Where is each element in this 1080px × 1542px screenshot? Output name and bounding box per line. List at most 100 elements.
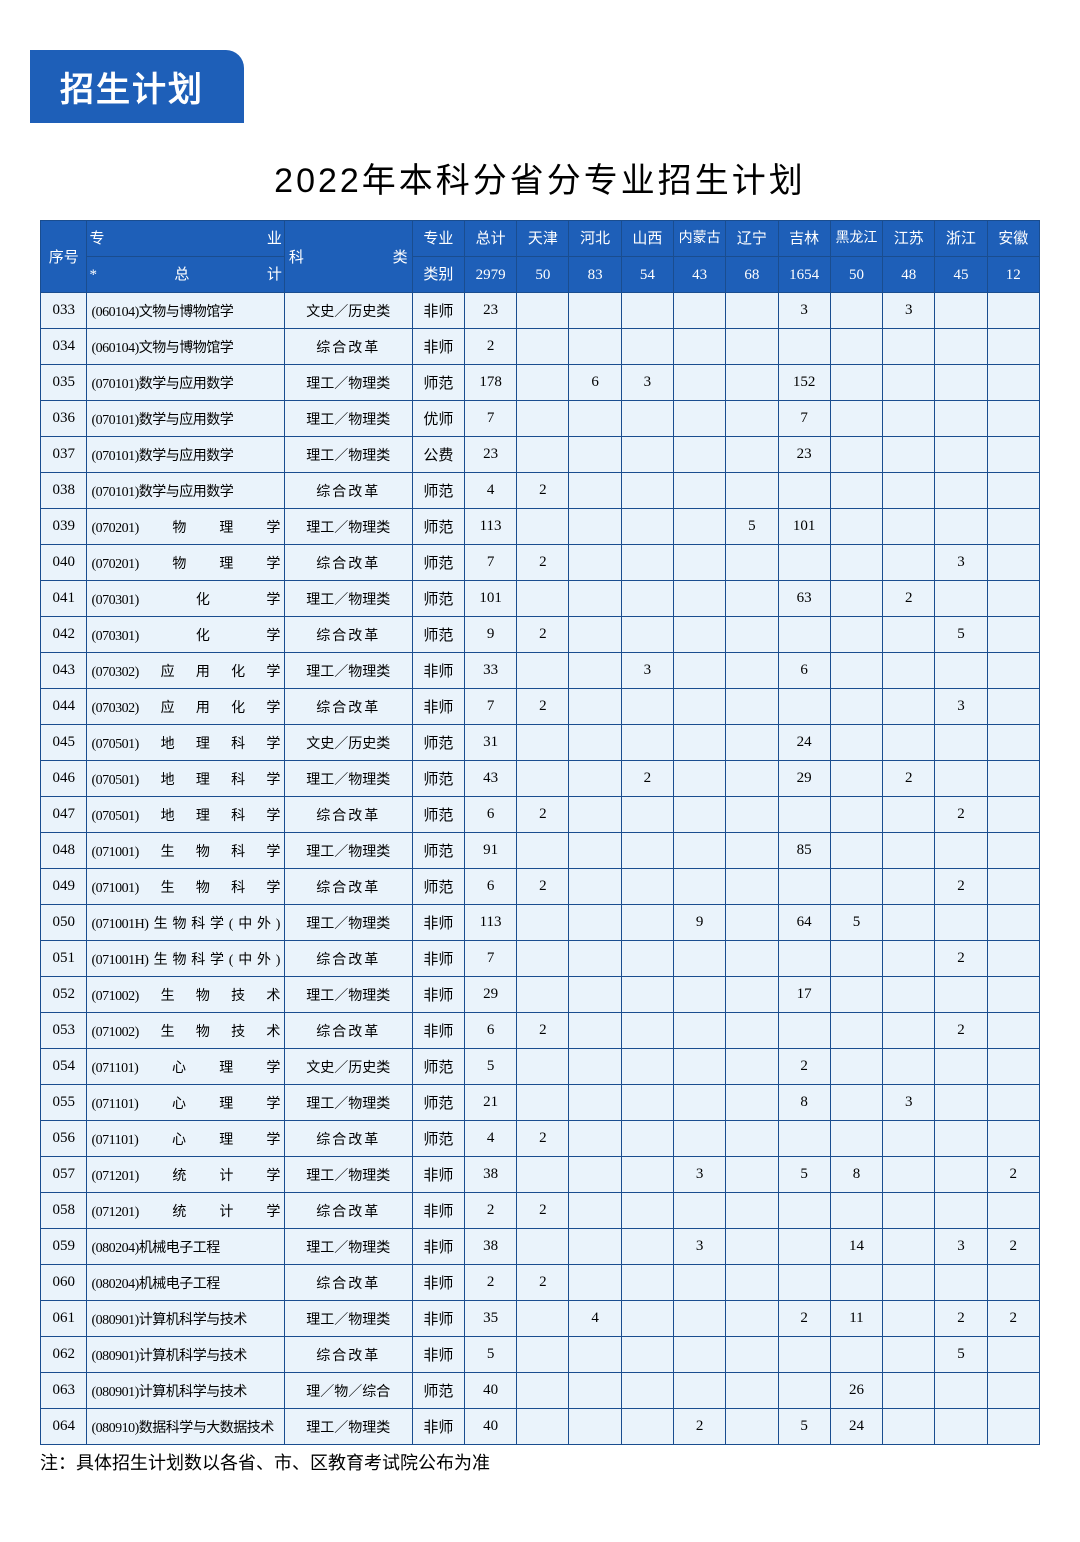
cell-zhejiang: 3 xyxy=(935,1229,987,1265)
cell-hlj xyxy=(830,977,882,1013)
cell-total: 6 xyxy=(464,1013,516,1049)
cell-type: 师范 xyxy=(412,1049,464,1085)
cell-type: 师范 xyxy=(412,365,464,401)
cell-hebei xyxy=(569,293,621,329)
cell-tianjin xyxy=(517,1049,569,1085)
cell-zhejiang xyxy=(935,1085,987,1121)
cell-neimeng xyxy=(674,1121,726,1157)
cell-hebei xyxy=(569,1121,621,1157)
cell-hlj xyxy=(830,293,882,329)
table-row: 045(070501)地理科学文史／历史类师范3124 xyxy=(41,725,1040,761)
cell-tianjin xyxy=(517,1229,569,1265)
cell-type: 非师 xyxy=(412,1337,464,1373)
cell-liaoning xyxy=(726,617,778,653)
cell-liaoning xyxy=(726,1121,778,1157)
cell-hlj xyxy=(830,761,882,797)
cell-category: 理工／物理类 xyxy=(284,1409,412,1445)
cell-hebei xyxy=(569,1193,621,1229)
cell-jiangsu xyxy=(883,1121,935,1157)
cell-shanxi xyxy=(621,1301,673,1337)
cell-tianjin xyxy=(517,437,569,473)
cell-neimeng xyxy=(674,1085,726,1121)
cell-major: (070501)地理科学 xyxy=(87,761,284,797)
cell-type: 师范 xyxy=(412,1085,464,1121)
cell-hebei xyxy=(569,833,621,869)
cell-hlj xyxy=(830,1085,882,1121)
table-row: 056(071101)心理学综合改革师范42 xyxy=(41,1121,1040,1157)
table-row: 051(071001H)生物科学(中外)综合改革非师72 xyxy=(41,941,1040,977)
cell-neimeng xyxy=(674,1337,726,1373)
cell-anhui xyxy=(987,761,1039,797)
cell-hlj xyxy=(830,329,882,365)
cell-tianjin xyxy=(517,905,569,941)
enrollment-table: 序号 专业 科类 专业 总计 天津 河北 山西 内蒙古 辽宁 吉林 黑龙江 江苏… xyxy=(40,220,1040,1445)
cell-anhui xyxy=(987,1085,1039,1121)
cell-neimeng xyxy=(674,617,726,653)
cell-neimeng: 2 xyxy=(674,1409,726,1445)
cell-index: 058 xyxy=(41,1193,87,1229)
cell-major: (080910)数据科学与大数据技术 xyxy=(87,1409,284,1445)
hdr-hebei-top: 河北 xyxy=(569,221,621,257)
cell-neimeng: 3 xyxy=(674,1157,726,1193)
cell-total: 35 xyxy=(464,1301,516,1337)
cell-index: 057 xyxy=(41,1157,87,1193)
hdr-jiangsu-top: 江苏 xyxy=(883,221,935,257)
cell-anhui xyxy=(987,437,1039,473)
cell-jilin xyxy=(778,617,830,653)
cell-zhejiang xyxy=(935,1409,987,1445)
cell-jilin xyxy=(778,869,830,905)
cell-hlj xyxy=(830,401,882,437)
table-row: 063(080901)计算机科学与技术理／物／综合师范4026 xyxy=(41,1373,1040,1409)
cell-type: 公费 xyxy=(412,437,464,473)
table-row: 038(070101)数学与应用数学综合改革师范42 xyxy=(41,473,1040,509)
cell-index: 033 xyxy=(41,293,87,329)
cell-neimeng xyxy=(674,581,726,617)
table-row: 049(071001)生物科学综合改革师范622 xyxy=(41,869,1040,905)
cell-liaoning xyxy=(726,437,778,473)
table-row: 047(070501)地理科学综合改革师范622 xyxy=(41,797,1040,833)
cell-total: 6 xyxy=(464,869,516,905)
cell-type: 非师 xyxy=(412,1265,464,1301)
cell-tianjin xyxy=(517,1373,569,1409)
cell-index: 060 xyxy=(41,1265,87,1301)
cell-index: 035 xyxy=(41,365,87,401)
cell-liaoning xyxy=(726,797,778,833)
hdr-total-bot: 2979 xyxy=(464,257,516,293)
cell-hebei xyxy=(569,1229,621,1265)
cell-category: 综合改革 xyxy=(284,329,412,365)
cell-shanxi xyxy=(621,797,673,833)
cell-major: (071002)生物技术 xyxy=(87,977,284,1013)
cell-index: 047 xyxy=(41,797,87,833)
cell-zhejiang xyxy=(935,833,987,869)
cell-major: (070301)化学 xyxy=(87,581,284,617)
cell-major: (071001H)生物科学(中外) xyxy=(87,905,284,941)
table-row: 040(070201)物理学综合改革师范723 xyxy=(41,545,1040,581)
cell-type: 师范 xyxy=(412,545,464,581)
cell-jiangsu xyxy=(883,941,935,977)
cell-zhejiang xyxy=(935,1157,987,1193)
hdr-shanxi-bot: 54 xyxy=(621,257,673,293)
cell-shanxi xyxy=(621,1409,673,1445)
cell-total: 2 xyxy=(464,1193,516,1229)
cell-anhui xyxy=(987,941,1039,977)
cell-jilin: 2 xyxy=(778,1301,830,1337)
cell-hlj: 14 xyxy=(830,1229,882,1265)
cell-shanxi xyxy=(621,509,673,545)
cell-category: 理工／物理类 xyxy=(284,581,412,617)
cell-shanxi xyxy=(621,617,673,653)
table-row: 033(060104)文物与博物馆学文史／历史类非师2333 xyxy=(41,293,1040,329)
cell-type: 师范 xyxy=(412,581,464,617)
cell-zhejiang: 5 xyxy=(935,1337,987,1373)
cell-total: 91 xyxy=(464,833,516,869)
cell-neimeng xyxy=(674,1373,726,1409)
cell-zhejiang xyxy=(935,365,987,401)
cell-shanxi xyxy=(621,1373,673,1409)
cell-tianjin xyxy=(517,941,569,977)
cell-jiangsu xyxy=(883,977,935,1013)
cell-category: 综合改革 xyxy=(284,473,412,509)
cell-total: 5 xyxy=(464,1049,516,1085)
cell-category: 理工／物理类 xyxy=(284,509,412,545)
cell-neimeng xyxy=(674,329,726,365)
cell-category: 理工／物理类 xyxy=(284,1229,412,1265)
cell-hlj xyxy=(830,545,882,581)
